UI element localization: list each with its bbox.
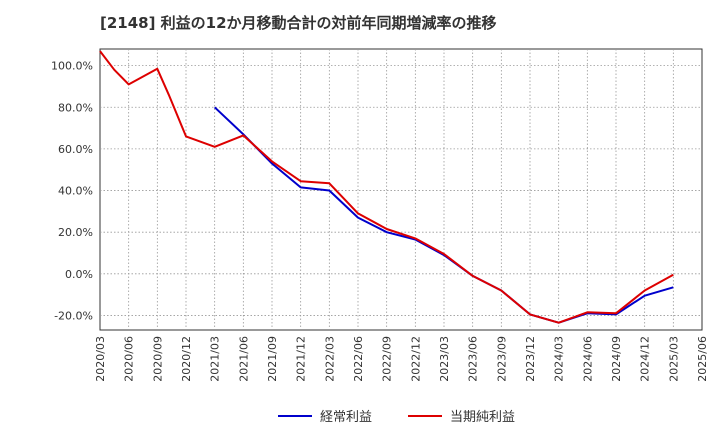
x-tick-label: 2023/06	[467, 336, 480, 382]
x-tick-label: 2021/12	[295, 336, 308, 382]
x-tick-label: 2021/06	[237, 336, 250, 382]
x-tick-label: 2022/03	[323, 336, 336, 382]
x-tick-label: 2024/12	[639, 336, 652, 382]
y-tick-label: 80.0%	[58, 101, 93, 114]
legend-label-1: 経常利益	[320, 410, 372, 425]
x-tick-label: 2020/12	[180, 336, 193, 382]
x-tick-label: 2024/03	[553, 336, 566, 382]
x-tick-label: 2023/03	[438, 336, 451, 382]
x-tick-label: 2023/12	[524, 336, 537, 382]
x-tick-label: 2020/03	[94, 336, 107, 382]
x-tick-label: 2025/03	[667, 336, 680, 382]
x-tick-label: 2022/06	[352, 336, 365, 382]
x-tick-label: 2021/03	[209, 336, 222, 382]
y-tick-label: 60.0%	[58, 143, 93, 156]
chart-title: [2148] 利益の12か月移動合計の対前年同期増減率の推移	[100, 14, 497, 32]
legend-label-2: 当期純利益	[450, 410, 515, 425]
x-tick-label: 2020/09	[151, 336, 164, 382]
y-tick-label: 20.0%	[58, 226, 93, 239]
y-tick-label: 40.0%	[58, 185, 93, 198]
x-tick-label: 2021/09	[266, 336, 279, 382]
x-tick-label: 2025/06	[696, 336, 709, 382]
x-tick-label: 2022/09	[381, 336, 394, 382]
x-tick-label: 2022/12	[409, 336, 422, 382]
y-tick-label: 0.0%	[65, 268, 93, 281]
x-tick-label: 2023/09	[495, 336, 508, 382]
x-tick-label: 2024/09	[610, 336, 623, 382]
x-tick-label: 2024/06	[581, 336, 594, 382]
y-tick-label: 100.0%	[51, 60, 93, 73]
x-tick-label: 2020/06	[123, 336, 136, 382]
y-tick-label: -20.0%	[54, 309, 93, 322]
series-line-2	[99, 50, 674, 324]
plot-area	[99, 48, 703, 331]
